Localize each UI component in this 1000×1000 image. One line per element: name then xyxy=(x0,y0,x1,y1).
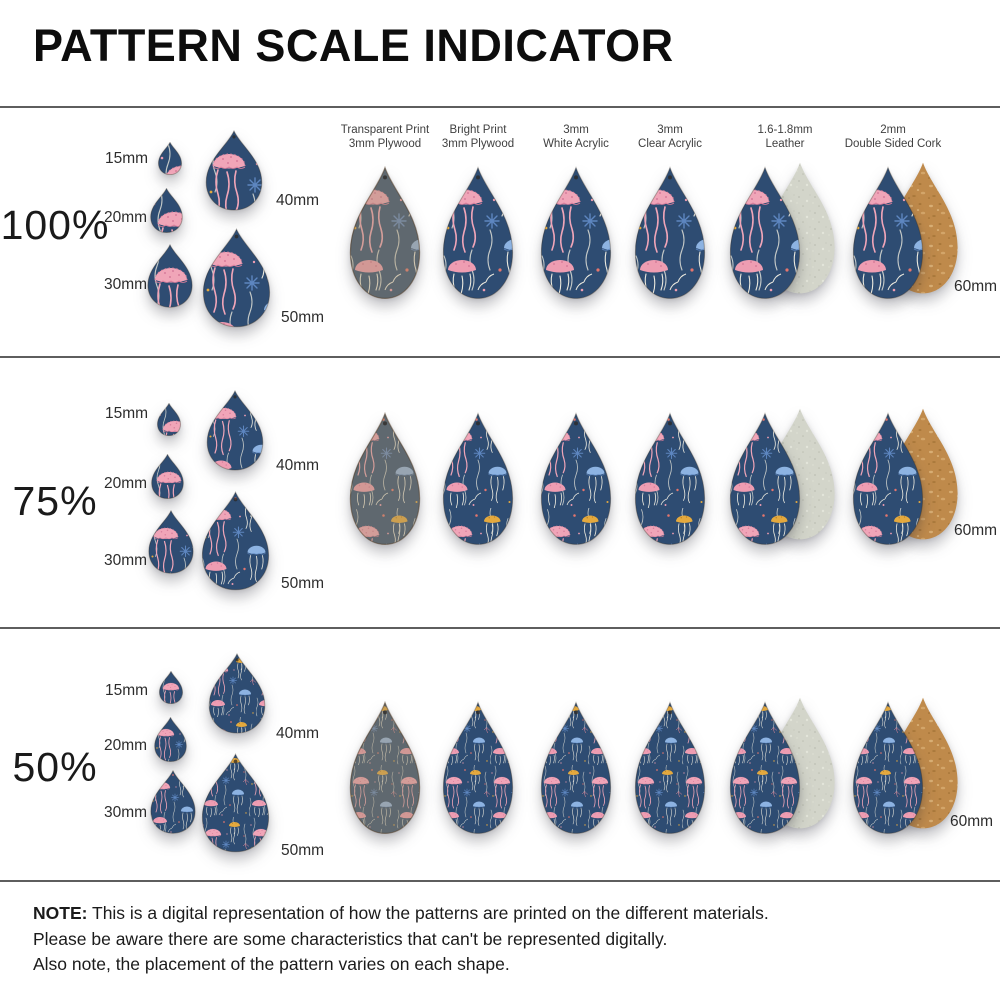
size-label-20mm: 20mm xyxy=(104,209,148,226)
material-header-line: 3mm Plywood xyxy=(441,137,515,150)
teardrop-20mm xyxy=(154,716,187,763)
teardrop-transparent-plywood xyxy=(349,411,421,546)
teardrop-30mm xyxy=(148,509,194,574)
size-label-15mm: 15mm xyxy=(105,405,149,422)
note-label: NOTE: xyxy=(33,903,88,923)
material-header-line: 3mm xyxy=(657,124,683,136)
teardrop-40mm xyxy=(208,652,266,734)
scale-percent-label: 50% xyxy=(12,744,98,790)
material-header-white-acrylic: 3mm White Acrylic xyxy=(501,124,651,152)
teardrop-20mm xyxy=(150,187,183,234)
size-label-50mm: 50mm xyxy=(281,842,325,859)
material-header-transparent-plywood: Transparent Print 3mm Plywood xyxy=(310,124,460,152)
teardrop-clear-acrylic xyxy=(634,166,706,300)
size-label-15mm: 15mm xyxy=(105,682,149,699)
teardrop-leather-front xyxy=(729,166,801,300)
material-header-line: Clear Acrylic xyxy=(638,137,702,150)
scale-section-50: 50% 15mm 20mm 30mm 40mm 50mm 60mm xyxy=(0,627,1000,880)
size-label-30mm: 30mm xyxy=(104,552,148,569)
teardrop-30mm xyxy=(150,769,196,834)
note-block: NOTE: This is a digital representation o… xyxy=(33,901,769,978)
teardrop-bright-plywood xyxy=(442,701,514,835)
size-label-30mm: 30mm xyxy=(104,804,148,821)
teardrop-15mm xyxy=(157,141,183,176)
page-title: PATTERN SCALE INDICATOR xyxy=(33,20,674,71)
size-label-20mm: 20mm xyxy=(104,475,148,492)
teardrop-transparent-plywood xyxy=(349,165,421,300)
material-header-line: 3mm xyxy=(563,124,589,136)
teardrop-white-acrylic xyxy=(540,166,612,300)
size-label-40mm: 40mm xyxy=(276,457,320,474)
size-label-60mm: 60mm xyxy=(954,278,998,295)
material-header-clear-acrylic: 3mm Clear Acrylic xyxy=(595,124,745,152)
scale-percent-label: 100% xyxy=(0,202,110,248)
scale-section-100: Transparent Print 3mm Plywood Bright Pri… xyxy=(0,106,1000,356)
teardrop-50mm xyxy=(201,490,270,591)
material-header-leather: 1.6-1.8mm Leather xyxy=(710,124,860,152)
teardrop-transparent-plywood xyxy=(349,700,421,835)
teardrop-white-acrylic xyxy=(540,412,612,546)
material-header-line: Double Sided Cork xyxy=(844,137,942,150)
teardrop-15mm xyxy=(158,670,184,705)
teardrop-white-acrylic xyxy=(540,701,612,835)
separator-line xyxy=(0,627,1000,629)
separator-line xyxy=(0,880,1000,882)
size-label-50mm: 50mm xyxy=(281,309,325,326)
material-header-line: Transparent Print xyxy=(340,124,430,136)
teardrop-50mm xyxy=(201,752,270,853)
teardrop-leather-front xyxy=(729,701,801,835)
teardrop-40mm xyxy=(206,389,264,471)
teardrop-clear-acrylic xyxy=(634,412,706,546)
note-line-1: NOTE: This is a digital representation o… xyxy=(33,901,769,927)
teardrop-cork-front xyxy=(852,166,924,300)
material-header-line: Bright Print xyxy=(449,124,507,136)
size-label-50mm: 50mm xyxy=(281,575,325,592)
separator-line xyxy=(0,356,1000,358)
teardrop-clear-acrylic xyxy=(634,701,706,835)
teardrop-15mm xyxy=(156,402,182,437)
size-label-40mm: 40mm xyxy=(276,192,320,209)
material-header-line: 3mm Plywood xyxy=(348,137,422,150)
note-text: This is a digital representation of how … xyxy=(92,903,769,923)
material-header-bright-plywood: Bright Print 3mm Plywood xyxy=(403,124,553,152)
teardrop-50mm xyxy=(202,227,271,328)
material-header-line: 1.6-1.8mm xyxy=(757,124,813,136)
scale-percent-label: 75% xyxy=(12,478,98,524)
separator-line xyxy=(0,106,1000,108)
teardrop-40mm xyxy=(205,129,263,211)
teardrop-bright-plywood xyxy=(442,412,514,546)
size-label-40mm: 40mm xyxy=(276,725,320,742)
material-header-line: White Acrylic xyxy=(543,137,609,150)
teardrop-cork-front xyxy=(852,412,924,546)
teardrop-20mm xyxy=(151,453,184,500)
teardrop-bright-plywood xyxy=(442,166,514,300)
material-header-cork: 2mm Double Sided Cork xyxy=(818,124,968,152)
note-line-3: Also note, the placement of the pattern … xyxy=(33,954,510,974)
size-label-30mm: 30mm xyxy=(104,276,148,293)
teardrop-30mm xyxy=(147,243,193,308)
material-header-line: Leather xyxy=(765,137,805,150)
size-label-15mm: 15mm xyxy=(105,150,149,167)
scale-section-75: 75% 15mm 20mm 30mm 40mm 50mm 60mm xyxy=(0,356,1000,627)
material-header-line: 2mm xyxy=(880,124,906,136)
note-line-2: Please be aware there are some character… xyxy=(33,928,668,949)
size-label-60mm: 60mm xyxy=(954,522,998,539)
size-label-60mm: 60mm xyxy=(950,813,994,830)
size-label-20mm: 20mm xyxy=(104,737,148,754)
teardrop-leather-front xyxy=(729,412,801,546)
teardrop-cork-front xyxy=(852,701,924,835)
